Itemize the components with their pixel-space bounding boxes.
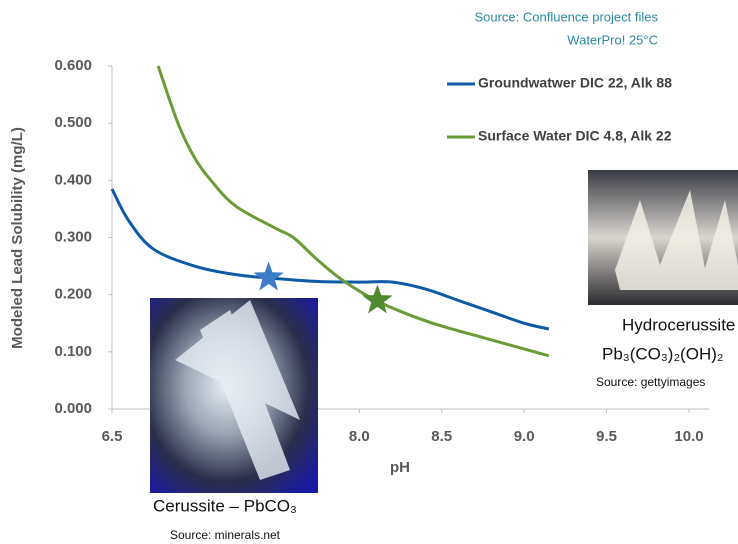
y-tick-label: 0.100 (54, 343, 92, 360)
image-caption: Cerussite – PbCO₃ (153, 496, 297, 515)
x-tick-label: 9.0 (514, 428, 535, 445)
chart: Source: Confluence project files WaterPr… (0, 0, 738, 544)
overlay: Cerussite – PbCO₃ Source: minerals.net H… (150, 170, 738, 542)
image-source: Source: gettyimages (596, 375, 705, 389)
x-tick-label: 10.0 (674, 428, 703, 445)
x-tick-label: 8.5 (431, 428, 452, 445)
star-marker (362, 284, 392, 313)
star-marker (253, 262, 283, 291)
image-source: Source: minerals.net (170, 528, 281, 542)
x-tick-label: 8.0 (349, 428, 370, 445)
y-tick-label: 0.500 (54, 114, 92, 131)
image-caption: Pb₃(CO₃)₂(OH)₂ (602, 344, 723, 363)
x-axis-title: pH (390, 459, 410, 476)
y-tick-label: 0.200 (54, 286, 92, 303)
y-tick-label: 0.300 (54, 228, 92, 245)
y-tick-label: 0.400 (54, 171, 92, 188)
source-note: Source: Confluence project files (474, 9, 658, 24)
x-tick-label: 9.5 (596, 428, 617, 445)
y-tick-label: 0.600 (54, 57, 92, 74)
image-caption: Hydrocerussite (622, 315, 735, 334)
y-axis-title: Modeled Lead Solubility (mg/L) (9, 127, 26, 349)
source-note: WaterPro! 25°C (567, 32, 658, 47)
legend-label: Surface Water DIC 4.8, Alk 22 (478, 128, 672, 144)
x-tick-label: 6.5 (102, 428, 123, 445)
y-tick-label: 0.000 (54, 400, 92, 417)
legend-label: Groundwatwer DIC 22, Alk 88 (478, 75, 672, 91)
